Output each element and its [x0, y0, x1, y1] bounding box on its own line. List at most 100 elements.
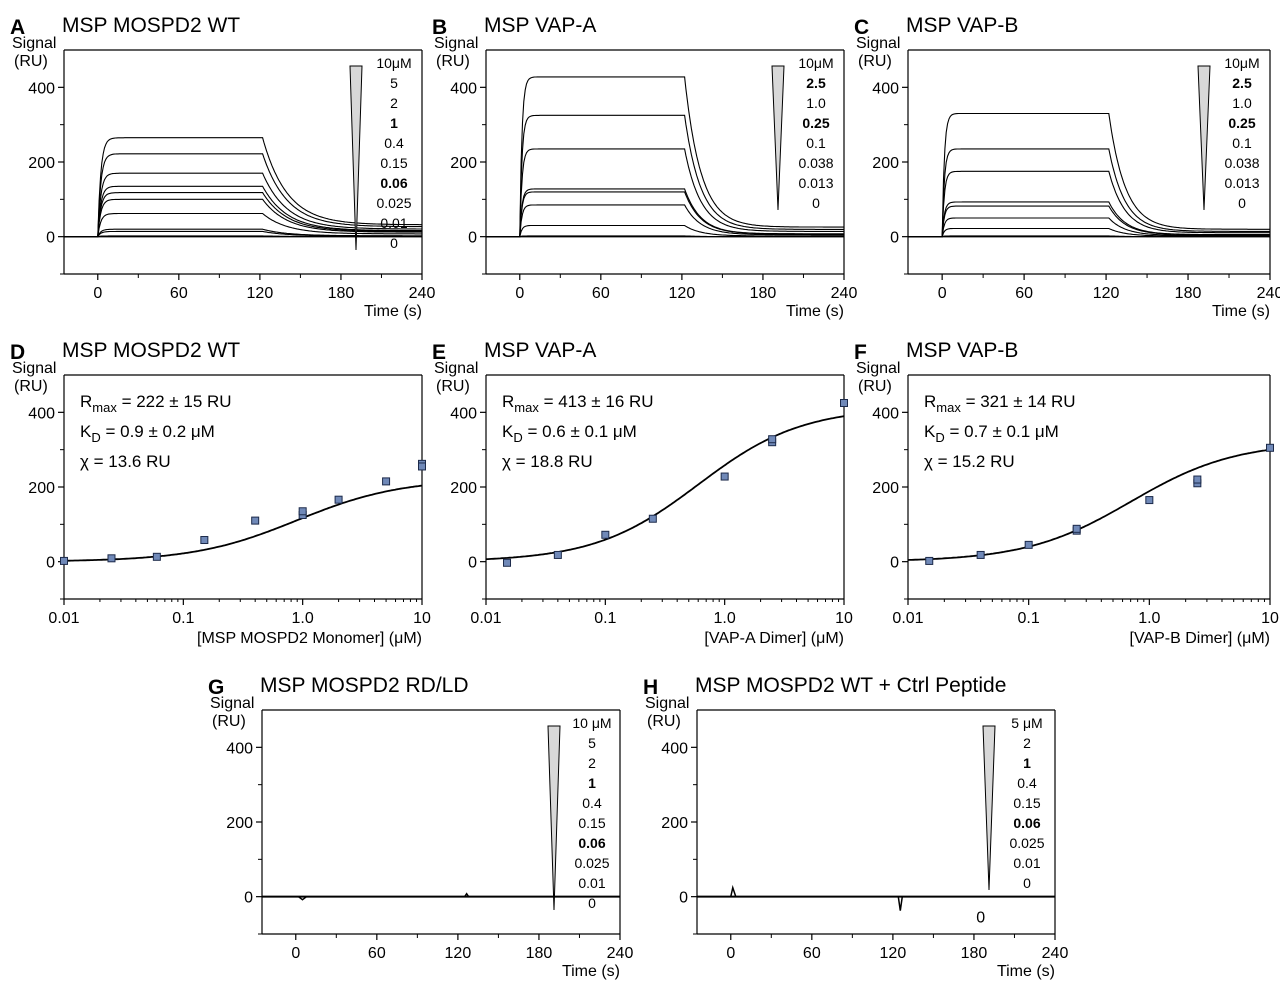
sensorgram-curve	[64, 137, 422, 238]
data-point	[200, 536, 209, 545]
concentration-label: 1	[588, 775, 596, 791]
data-point	[720, 472, 729, 481]
y-axis-unit: (RU)	[14, 53, 48, 70]
y-axis-label: Signal	[210, 695, 254, 712]
concentration-label: 0.1	[1232, 135, 1252, 151]
concentration-label: 10μM	[376, 55, 411, 71]
sensorgram-curve	[64, 192, 422, 238]
data-point	[601, 530, 610, 539]
x-tick-label: 0.1	[172, 610, 194, 627]
x-tick-label: 0.1	[1018, 610, 1040, 627]
fit-curve	[907, 448, 1271, 561]
data-point	[976, 550, 985, 559]
panel-letter: D	[10, 341, 25, 364]
y-axis-unit: (RU)	[647, 713, 681, 730]
concentration-label: 1	[390, 115, 398, 131]
data-point	[1072, 524, 1081, 533]
control-zero-label: 0	[976, 910, 985, 927]
data-point	[1024, 540, 1033, 549]
x-axis-label: Time (s)	[786, 303, 844, 320]
y-tick-label: 400	[661, 740, 688, 757]
concentration-label: 10μM	[1224, 55, 1259, 71]
sensorgram-curve	[64, 198, 422, 238]
sensorgram-curve	[908, 112, 1270, 238]
concentration-label: 2	[1023, 735, 1031, 751]
sensorgram-curve	[486, 148, 844, 238]
rmax-symbol: R	[80, 392, 92, 411]
rmax-value: = 413 ± 16 RU	[539, 392, 654, 411]
concentration-label: 0.013	[1224, 175, 1259, 191]
concentration-label: 0.06	[1013, 815, 1040, 831]
injection-artifact	[730, 884, 737, 897]
data-point	[298, 507, 307, 516]
y-tick-label: 0	[890, 230, 899, 247]
concentration-label: 0.025	[376, 195, 411, 211]
concentration-wedge	[349, 65, 363, 251]
concentration-label: 0.01	[1013, 855, 1040, 871]
y-axis-label: Signal	[856, 35, 900, 52]
injection-artifact	[464, 892, 470, 898]
data-point	[503, 558, 512, 567]
panel-title: MSP MOSPD2 WT	[62, 14, 240, 37]
y-tick-label: 400	[872, 405, 899, 422]
concentration-label: 0.013	[798, 175, 833, 191]
y-tick-label: 0	[46, 555, 55, 572]
sensorgram-curve	[486, 204, 844, 238]
panel-title: MSP VAP-B	[906, 339, 1018, 362]
sensorgram-curve	[486, 76, 844, 238]
x-tick-label: 120	[1093, 285, 1120, 302]
concentration-label: 0.4	[384, 135, 404, 151]
concentration-label: 1	[1023, 755, 1031, 771]
x-tick-label: 1.0	[714, 610, 736, 627]
data-point	[925, 556, 934, 565]
kd-text: KD = 0.7 ± 0.1 μM	[924, 422, 1059, 445]
y-tick-label: 200	[28, 480, 55, 497]
concentration-label: 0.1	[806, 135, 826, 151]
concentration-label: 0.15	[578, 815, 605, 831]
concentration-label: 2	[390, 95, 398, 111]
y-axis-unit: (RU)	[858, 53, 892, 70]
curves	[908, 112, 1270, 238]
y-tick-label: 200	[661, 815, 688, 832]
y-axis-label: Signal	[12, 360, 56, 377]
data-point	[107, 554, 116, 563]
x-tick-label: 60	[368, 945, 386, 962]
concentration-label: 0.15	[380, 155, 407, 171]
y-tick-label: 400	[226, 740, 253, 757]
rmax-symbol: R	[924, 392, 936, 411]
sensorgram-curve	[908, 217, 1270, 238]
x-tick-label: 240	[831, 285, 858, 302]
y-tick-label: 400	[450, 405, 477, 422]
sensorgram-curve	[908, 148, 1270, 238]
concentration-wedge	[547, 725, 561, 911]
panel-title: MSP MOSPD2 RD/LD	[260, 674, 469, 697]
sensorgram-curve	[486, 191, 844, 238]
y-tick-label: 200	[226, 815, 253, 832]
data-point	[334, 495, 343, 504]
y-tick-label: 0	[679, 890, 688, 907]
x-tick-label: 60	[170, 285, 188, 302]
y-axis-unit: (RU)	[14, 378, 48, 395]
panel-e: E MSP VAP-A Signal(RU) 0 200 400 0.01 0.1 1.0 10 […	[432, 339, 853, 647]
kd-subscript: D	[513, 430, 522, 445]
data-point	[418, 462, 426, 471]
y-tick-label: 400	[28, 405, 55, 422]
fit-curve	[486, 415, 845, 560]
x-tick-label: 60	[1015, 285, 1033, 302]
concentration-label: 0.25	[1228, 115, 1255, 131]
x-tick-label: 1.0	[1138, 610, 1160, 627]
data-point	[648, 514, 657, 523]
concentration-label: 0.025	[1009, 835, 1044, 851]
x-tick-label: 10	[1261, 610, 1279, 627]
concentration-label: 0.4	[582, 795, 602, 811]
y-tick-label: 200	[28, 155, 55, 172]
x-tick-label: 120	[880, 945, 907, 962]
concentration-label: 0.01	[578, 875, 605, 891]
data-point	[60, 556, 68, 565]
kd-subscript: D	[91, 430, 100, 445]
y-tick-label: 200	[872, 480, 899, 497]
kd-value: = 0.6 ± 0.1 μM	[523, 422, 637, 441]
concentration-label: 1.0	[806, 95, 826, 111]
